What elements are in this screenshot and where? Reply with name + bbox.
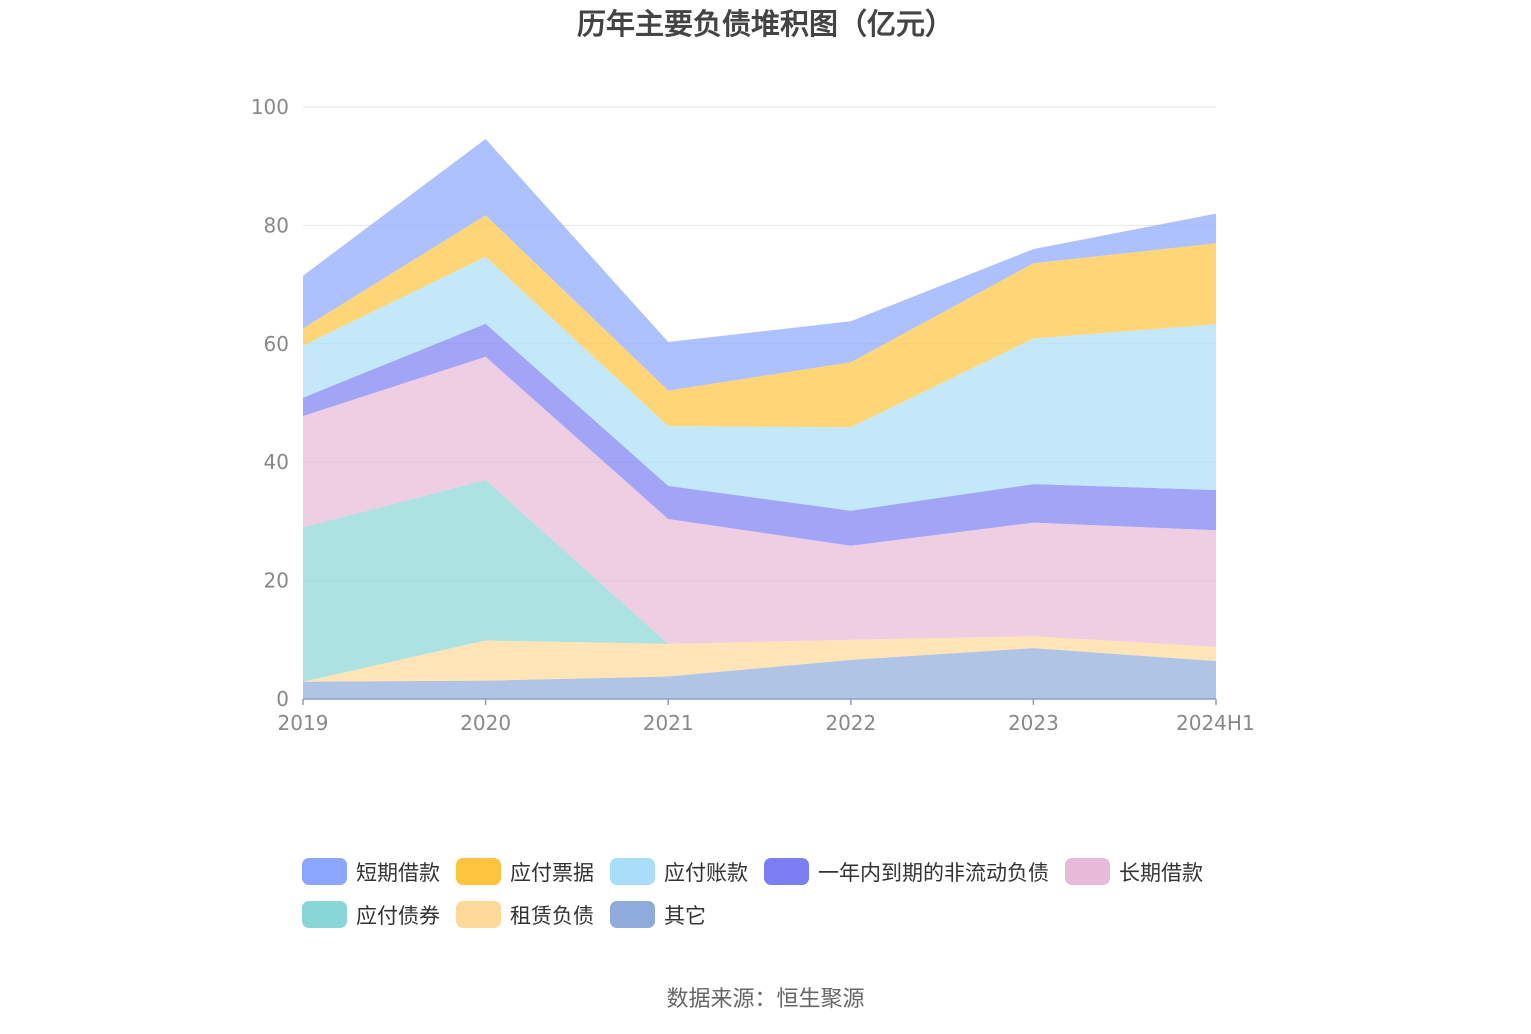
x-tick-label: 2019 — [278, 711, 329, 735]
legend-swatch — [456, 901, 501, 928]
legend-item-other[interactable]: 其它 — [610, 900, 706, 930]
stacked-area-chart: 0 20 40 60 80 100 2019 2020 2021 2022 2023 2024H1 — [251, 95, 1255, 735]
area-series — [303, 139, 1216, 699]
legend-item-bonds-payable[interactable]: 应付债券 — [302, 900, 440, 930]
legend: 短期借款 应付票据 应付账款 一年内到期的非流动负债 长期借款 应付债券 租赁负… — [302, 850, 1302, 936]
legend-label: 应付账款 — [664, 860, 748, 885]
legend-swatch — [764, 858, 809, 885]
x-tick-label: 2022 — [825, 711, 876, 735]
legend-item-notes-payable[interactable]: 应付票据 — [456, 857, 594, 887]
legend-item-short-term-loans[interactable]: 短期借款 — [302, 857, 440, 887]
legend-row: 应付债券 租赁负债 其它 — [302, 893, 1302, 936]
area-一年内到期的非流动负债[interactable] — [303, 323, 1216, 546]
chart-title: 历年主要负债堆积图（亿元） — [576, 7, 954, 41]
y-tick-label: 0 — [276, 687, 289, 711]
legend-item-long-term-loans[interactable]: 长期借款 — [1065, 857, 1203, 887]
legend-label: 其它 — [664, 903, 706, 928]
x-tick-label: 2024H1 — [1176, 711, 1255, 735]
legend-swatch — [302, 858, 347, 885]
area-短期借款[interactable] — [303, 139, 1216, 391]
x-tick-label: 2023 — [1008, 711, 1059, 735]
legend-label: 一年内到期的非流动负债 — [818, 860, 1049, 885]
legend-swatch — [610, 901, 655, 928]
y-tick-label: 40 — [264, 450, 289, 474]
y-tick-label: 100 — [251, 95, 289, 119]
y-tick-label: 80 — [264, 213, 289, 237]
area-应付账款[interactable] — [303, 256, 1216, 511]
legend-swatch — [456, 858, 501, 885]
legend-swatch — [1065, 858, 1110, 885]
data-source: 数据来源：恒生聚源 — [666, 987, 865, 1012]
legend-item-lease-liabilities[interactable]: 租赁负债 — [456, 900, 594, 930]
area-租赁负债[interactable] — [303, 636, 1216, 682]
legend-swatch — [302, 901, 347, 928]
x-tick-label: 2020 — [460, 711, 511, 735]
legend-label: 应付票据 — [510, 860, 594, 885]
legend-label: 长期借款 — [1119, 860, 1203, 885]
area-应付票据[interactable] — [303, 215, 1216, 428]
y-tick-label: 20 — [264, 569, 289, 593]
x-tick-label: 2021 — [643, 711, 694, 735]
legend-item-accounts-payable[interactable]: 应付账款 — [610, 857, 748, 887]
axes: 0 20 40 60 80 100 2019 2020 2021 2022 2023 2024H1 — [251, 95, 1255, 735]
legend-swatch — [610, 858, 655, 885]
area-应付债券[interactable] — [303, 480, 1216, 682]
legend-label: 租赁负债 — [510, 903, 594, 928]
y-tick-label: 60 — [264, 332, 289, 356]
legend-label: 短期借款 — [356, 860, 440, 885]
legend-label: 应付债券 — [356, 903, 440, 928]
area-长期借款[interactable] — [303, 356, 1216, 647]
legend-row: 短期借款 应付票据 应付账款 一年内到期的非流动负债 长期借款 — [302, 850, 1302, 893]
legend-item-current-noncurrent-liabilities[interactable]: 一年内到期的非流动负债 — [764, 857, 1049, 887]
area-其它[interactable] — [303, 648, 1216, 699]
